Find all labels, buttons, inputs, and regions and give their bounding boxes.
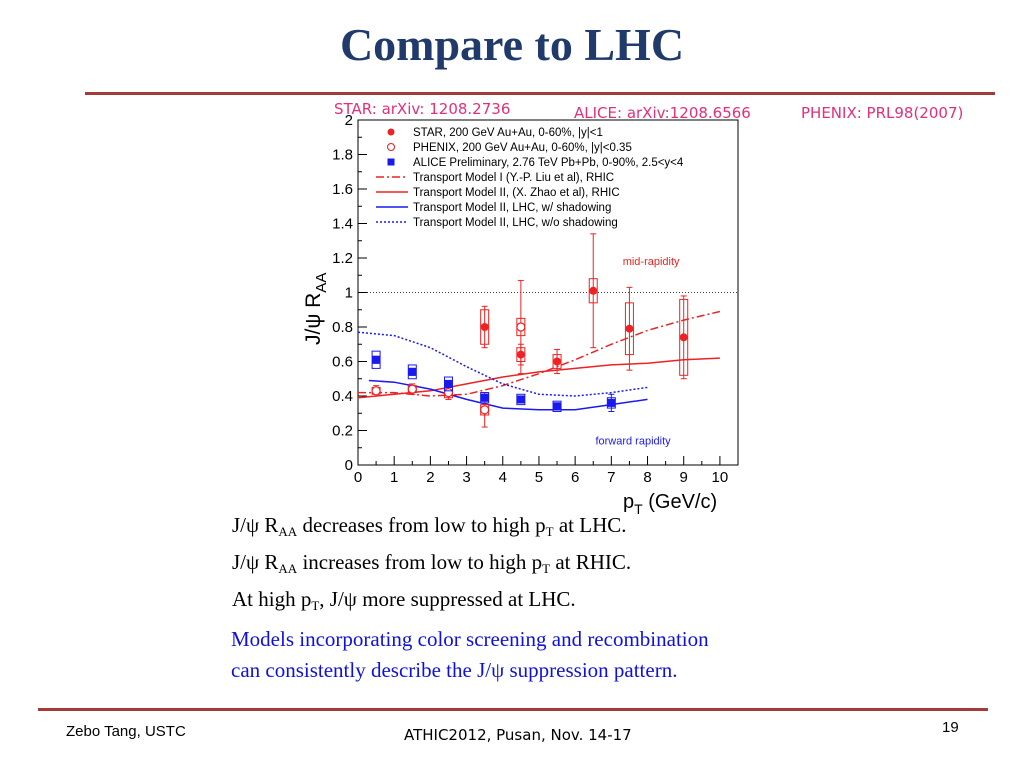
x-tick-label: 10 xyxy=(712,469,729,486)
legend-marker xyxy=(387,128,395,136)
legend-label: ALICE Preliminary, 2.76 TeV Pb+Pb, 0-90%… xyxy=(413,157,684,169)
y-tick-label: 0.8 xyxy=(332,319,353,336)
bullet-sub: AA xyxy=(278,524,298,539)
y-tick-label: 0.4 xyxy=(332,388,353,405)
data-point xyxy=(408,367,417,376)
page-number: 19 xyxy=(942,719,959,736)
footer-conference: ATHIC2012, Pusan, Nov. 14-17 xyxy=(404,726,632,744)
bullet-text: , J/ψ more suppressed at LHC. xyxy=(319,587,576,611)
data-point xyxy=(372,355,381,364)
bullet-list: J/ψ RAA decreases from low to high pT at… xyxy=(232,513,631,624)
x-tick-label: 7 xyxy=(607,469,615,486)
footer-divider xyxy=(38,708,988,711)
x-tick-label: 3 xyxy=(462,469,470,486)
x-axis-label-unit: (GeV/c) xyxy=(643,491,717,513)
bullet-text: At high p xyxy=(232,587,312,611)
conclusion-line-1: Models incorporating color screening and… xyxy=(231,627,709,651)
star-reference: STAR: arXiv: 1208.2736 xyxy=(334,100,511,118)
data-point xyxy=(480,405,490,415)
y-tick-label: 0 xyxy=(345,457,353,474)
y-axis-label: J/ψ RAA xyxy=(302,273,330,345)
x-tick-label: 1 xyxy=(390,469,398,486)
y-axis-label-sub: AA xyxy=(313,273,330,293)
model-curve-1 xyxy=(358,310,721,397)
y-tick-label: 1.4 xyxy=(332,216,353,233)
x-tick-label: 8 xyxy=(643,469,651,486)
title-divider xyxy=(85,92,995,95)
x-tick-label: 9 xyxy=(680,469,688,486)
data-point xyxy=(553,357,562,366)
data-point xyxy=(516,395,525,404)
x-tick-label: 0 xyxy=(354,469,362,486)
model-curve-3 xyxy=(368,379,648,411)
bullet-sub: T xyxy=(311,598,320,613)
x-tick-label: 2 xyxy=(426,469,434,486)
x-tick-label: 4 xyxy=(499,469,507,486)
data-point xyxy=(444,379,453,388)
annotation-2: forward rapidity xyxy=(595,435,671,447)
y-tick-label: 0.2 xyxy=(332,423,353,440)
bullet-text: J/ψ R xyxy=(232,513,279,537)
footer-author: Zebo Tang, USTC xyxy=(66,723,186,740)
alice-reference: ALICE: arXiv:1208.6566 xyxy=(574,104,751,122)
series-filled-square xyxy=(371,350,616,413)
bullet-sub: T xyxy=(542,561,551,576)
x-axis-label: pT (GeV/c) xyxy=(623,491,717,517)
x-tick-label: 5 xyxy=(535,469,543,486)
data-point xyxy=(371,386,381,396)
y-tick-label: 1 xyxy=(345,285,353,302)
series-open-circle xyxy=(371,279,526,428)
legend-label: STAR, 200 GeV Au+Au, 0-60%, |y|<1 xyxy=(413,127,603,139)
annotation-1: mid-rapidity xyxy=(623,256,680,268)
legend: STAR, 200 GeV Au+Au, 0-60%, |y|<1 PHENIX,… xyxy=(376,127,684,229)
conclusion-line-2: can consistently describe the J/ψ suppre… xyxy=(231,658,678,682)
legend-marker xyxy=(386,142,396,152)
data-point xyxy=(407,384,417,394)
bullet-high-pt: At high pT, J/ψ more suppressed at LHC. xyxy=(232,587,631,624)
model-conclusion: Models incorporating color screening and… xyxy=(231,624,709,686)
bullet-text: at LHC. xyxy=(553,513,627,537)
y-tick-label: 1.8 xyxy=(332,147,353,164)
data-point xyxy=(480,393,489,402)
legend-marker xyxy=(387,158,395,166)
bullet-text: at RHIC. xyxy=(550,550,632,574)
legend-label: Transport Model II, LHC, w/o shadowing xyxy=(413,217,618,229)
bullet-rhic-increase: J/ψ RAA increases from low to high pT at… xyxy=(232,550,631,587)
y-tick-label: 1.2 xyxy=(332,250,353,267)
y-tick-label: 1.6 xyxy=(332,181,353,198)
bullet-sub: T xyxy=(545,524,554,539)
phenix-reference: PHENIX: PRL98(2007) xyxy=(801,104,964,122)
model-curve-4 xyxy=(357,331,648,397)
bullet-lhc-decrease: J/ψ RAA decreases from low to high pT at… xyxy=(232,513,631,550)
data-point xyxy=(443,387,454,398)
legend-label: PHENIX, 200 GeV Au+Au, 0-60%, |y|<0.35 xyxy=(413,142,632,154)
x-axis-label-main: p xyxy=(623,491,634,513)
data-point xyxy=(553,402,562,411)
model-curve-2 xyxy=(357,357,720,399)
data-point xyxy=(480,323,489,331)
x-axis-label-sub: T xyxy=(634,501,643,517)
legend-label: Transport Model II, (X. Zhao et al), RHI… xyxy=(413,187,620,199)
slide-title: Compare to LHC xyxy=(339,19,685,70)
bullet-sub: AA xyxy=(278,561,298,576)
bullet-text: increases from low to high p xyxy=(297,550,543,574)
bullet-text: J/ψ R xyxy=(232,550,279,574)
bullet-text: decreases from low to high p xyxy=(297,513,546,537)
y-tick-label: 2 xyxy=(345,112,353,129)
data-point xyxy=(679,333,688,342)
y-tick-label: 0.6 xyxy=(332,354,353,371)
data-point xyxy=(589,286,598,295)
data-point xyxy=(516,322,526,332)
legend-label: Transport Model I (Y.-P. Liu et al), RHI… xyxy=(413,172,614,184)
legend-label: Transport Model II, LHC, w/ shadowing xyxy=(413,202,611,214)
data-point xyxy=(625,324,634,333)
raa-chart: 0 1 2 3 4 5 6 7 8 9 10 0 0.2 0.4 0.6 0.8 1 1.2 1.4 1.6 1.8 2 p… xyxy=(302,112,739,517)
y-axis-label-main: J/ψ R xyxy=(302,293,325,345)
data-point xyxy=(607,398,616,407)
x-tick-label: 6 xyxy=(571,469,579,486)
